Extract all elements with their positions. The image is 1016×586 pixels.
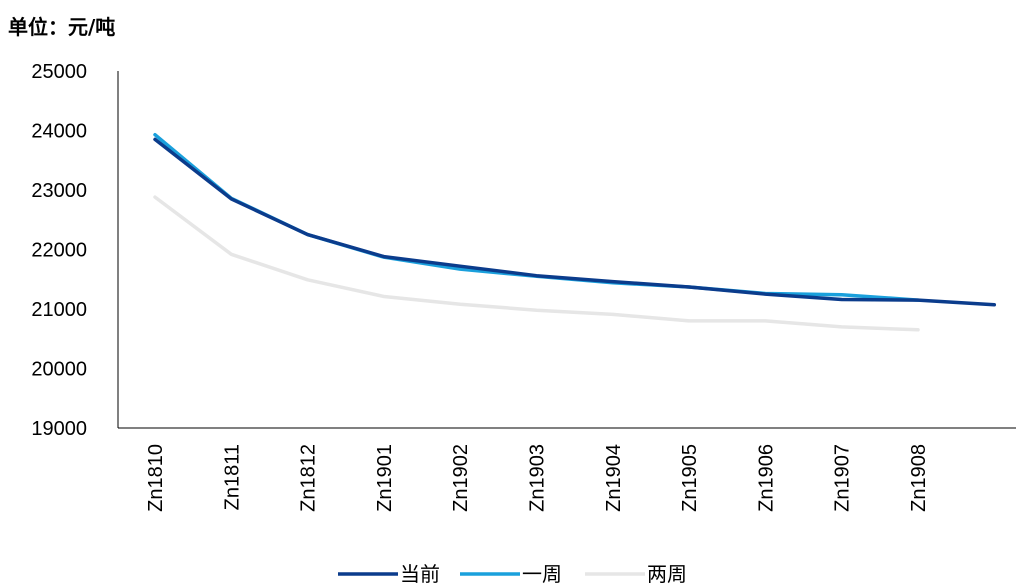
y-tick-label: 21000 <box>31 299 87 321</box>
x-tick-label: Zn1906 <box>755 444 777 512</box>
x-tick-label: Zn1907 <box>832 444 854 512</box>
x-tick-label: Zn1905 <box>679 444 701 512</box>
y-tick-label: 24000 <box>31 121 87 143</box>
y-tick-label: 19000 <box>31 418 87 440</box>
x-tick-label: Zn1902 <box>450 444 472 512</box>
y-tick-label: 22000 <box>31 240 87 262</box>
legend-label-1: 一周 <box>522 562 562 586</box>
y-tick-label: 25000 <box>31 61 87 83</box>
x-tick-label: Zn1812 <box>298 444 320 512</box>
legend: 当前 一周 两周 <box>338 562 687 586</box>
x-tick-label: Zn1903 <box>527 444 549 512</box>
unit-label: 单位：元/吨 <box>8 15 115 39</box>
y-tick-label: 20000 <box>31 359 87 381</box>
x-axis-ticks: Zn1810 Zn1811 Zn1812 Zn1901 Zn1902 Zn1903 Zn19… <box>145 444 930 512</box>
y-tick-label: 23000 <box>31 180 87 202</box>
x-tick-label: Zn1811 <box>221 444 243 510</box>
series-lines <box>153 132 997 332</box>
x-tick-label: Zn1908 <box>908 444 930 512</box>
x-tick-label: Zn1901 <box>374 444 396 512</box>
legend-label-2: 两周 <box>647 562 687 586</box>
x-tick-label: Zn1904 <box>603 444 625 512</box>
series-line-0 <box>153 137 997 307</box>
legend-label-0: 当前 <box>400 562 440 586</box>
y-axis-ticks: 19000 20000 21000 22000 23000 24000 25000 <box>31 61 87 440</box>
series-line-2 <box>153 195 920 332</box>
x-tick-label: Zn1810 <box>145 444 167 512</box>
